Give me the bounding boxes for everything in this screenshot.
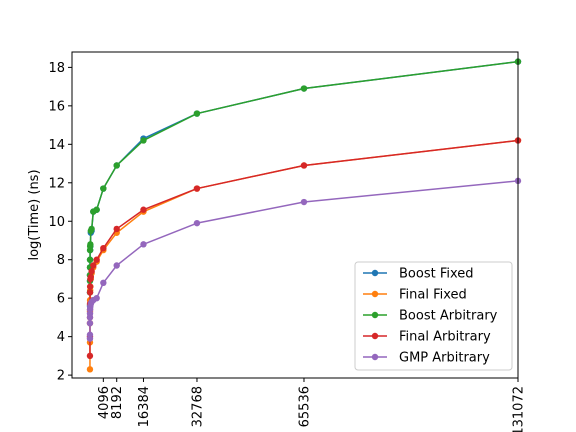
legend-swatch-marker — [371, 269, 379, 277]
data-point — [193, 219, 201, 227]
legend-item: GMP Arbitrary — [363, 351, 490, 366]
data-point — [140, 241, 147, 248]
data-point — [300, 198, 308, 206]
data-point — [113, 262, 120, 269]
x-tick-label: 32768 — [190, 386, 205, 427]
y-tick-label: 10 — [48, 215, 65, 230]
legend-label: Final Arbitrary — [399, 330, 491, 345]
data-point — [86, 256, 94, 263]
legend-label: Boost Arbitrary — [399, 309, 498, 324]
data-point — [100, 279, 107, 286]
y-tick-label: 8 — [57, 253, 65, 268]
legend: Boost Fixed Final Fixed Boost Arbitrary Fin… — [354, 261, 513, 371]
series-layer — [86, 58, 522, 373]
data-point — [90, 262, 97, 269]
data-point — [86, 352, 94, 360]
data-point — [88, 268, 95, 275]
legend-box — [354, 261, 513, 371]
data-point — [86, 283, 94, 290]
data-point — [193, 110, 201, 117]
legend-swatch-marker — [371, 353, 379, 361]
data-point — [300, 162, 308, 169]
legend-item: Final Arbitrary — [363, 330, 491, 345]
data-point — [93, 206, 100, 213]
data-point — [86, 319, 94, 327]
data-point — [140, 137, 147, 144]
legend-item: Final Fixed — [363, 288, 467, 303]
data-point — [100, 185, 107, 192]
legend-label: Final Fixed — [399, 288, 467, 303]
data-point — [100, 244, 107, 252]
series-5 — [86, 177, 522, 342]
y-tick-label: 14 — [48, 138, 65, 153]
y-tick-label: 6 — [57, 292, 65, 307]
legend-label: Boost Fixed — [399, 267, 474, 282]
x-tick-label: 8192 — [110, 386, 125, 419]
data-point — [87, 273, 95, 281]
y-axis: 2 4 6 8 10 12 14 16 18 — [48, 61, 72, 384]
data-point — [113, 225, 120, 233]
legend-item: Boost Arbitrary — [363, 309, 498, 324]
data-point — [86, 366, 94, 373]
x-tick-label: 16384 — [137, 386, 152, 427]
x-tick-label: 65536 — [297, 386, 312, 427]
y-axis-label: log(Time) (ns) — [27, 169, 42, 260]
legend-swatch-marker — [371, 332, 379, 340]
data-point — [93, 256, 100, 263]
data-point — [140, 206, 147, 213]
x-tick-label: 131072 — [512, 386, 527, 432]
y-tick-label: 16 — [48, 99, 65, 114]
data-point — [86, 289, 94, 296]
data-point — [86, 331, 94, 338]
y-tick-label: 2 — [57, 369, 65, 384]
x-tick-label: 4096 — [97, 386, 112, 419]
legend-item: Boost Fixed — [363, 267, 474, 282]
data-point — [193, 185, 201, 192]
data-point — [93, 294, 100, 302]
data-point — [87, 241, 94, 248]
legend-swatch-marker — [371, 311, 379, 319]
legend-swatch-marker — [371, 290, 379, 298]
y-tick-label: 18 — [48, 61, 65, 76]
data-point — [300, 85, 308, 92]
y-tick-label: 4 — [57, 330, 65, 345]
data-point — [113, 162, 120, 169]
y-tick-label: 12 — [48, 176, 65, 191]
data-point — [88, 225, 95, 233]
plot-area-frame — [71, 51, 519, 379]
legend-label: GMP Arbitrary — [399, 351, 490, 366]
